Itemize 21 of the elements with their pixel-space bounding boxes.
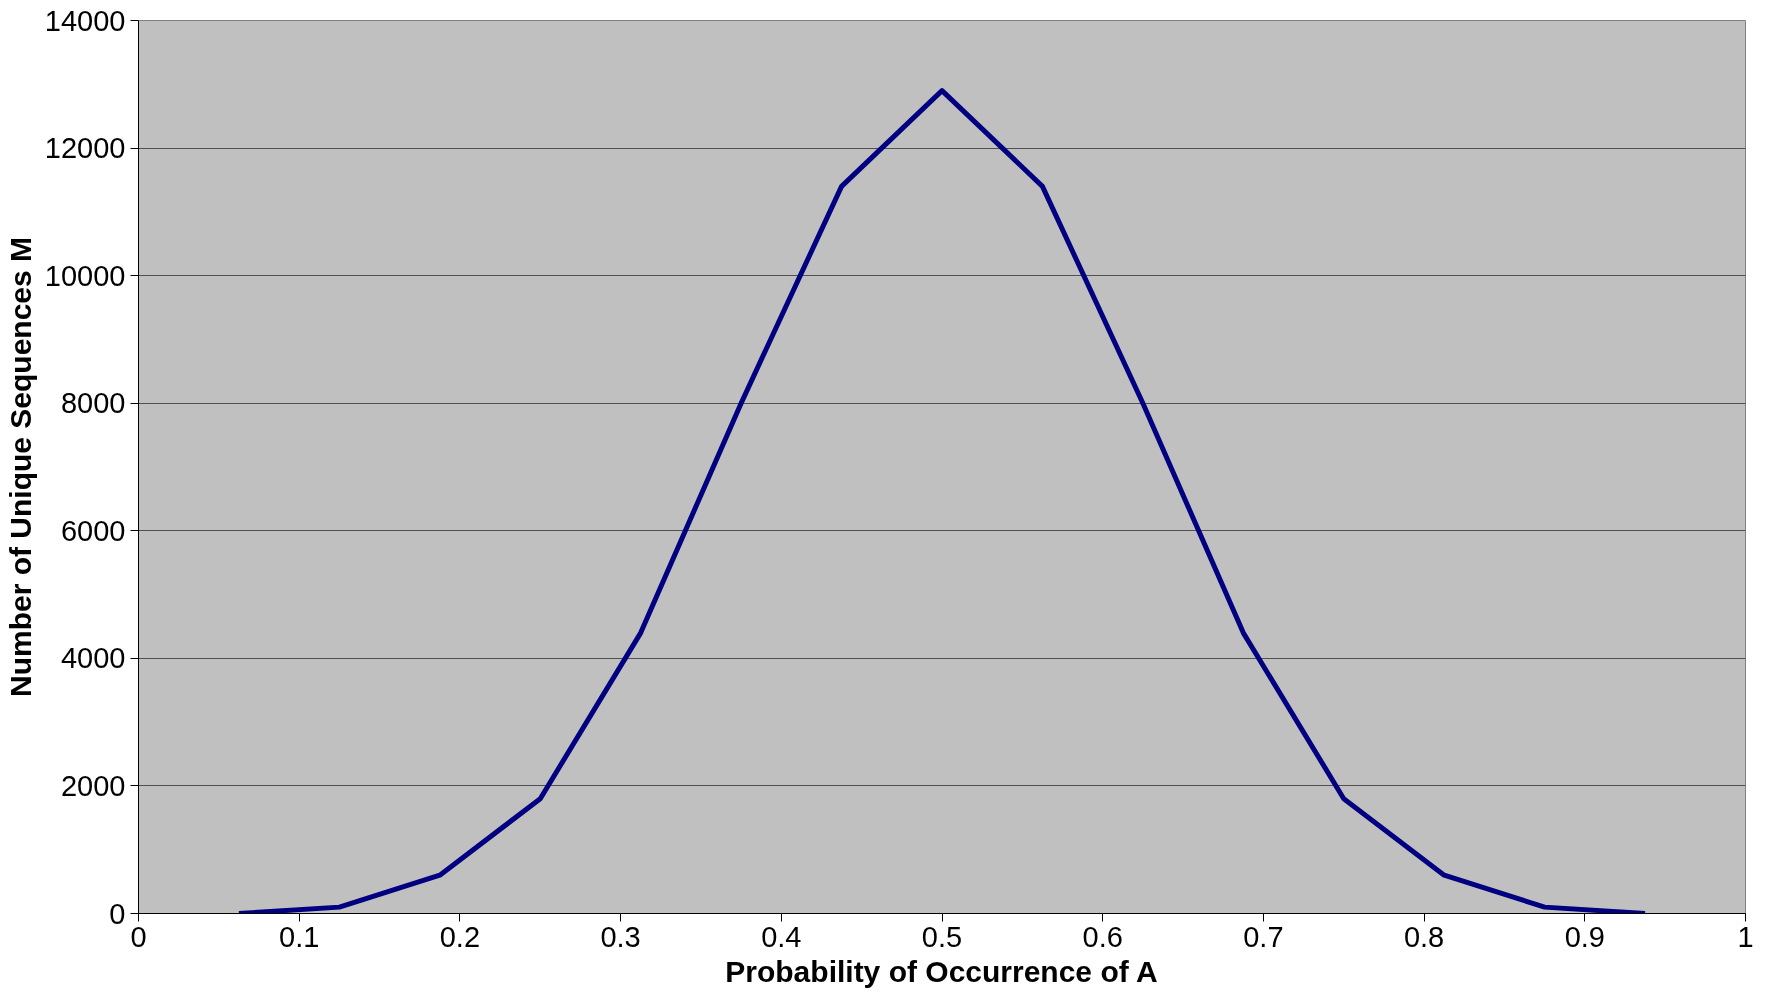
- x-tick-label: 0.1: [279, 920, 320, 953]
- y-tick-label: 0: [109, 897, 126, 930]
- y-tick-label: 12000: [44, 132, 126, 165]
- y-tick-label: 4000: [60, 642, 126, 675]
- x-tick-label: 0.7: [1243, 920, 1284, 953]
- x-tick-label: 1: [1737, 920, 1754, 953]
- x-tick-label: 0.5: [921, 920, 963, 953]
- x-tick-label: 0.6: [1082, 920, 1123, 953]
- y-axis-title: Number of Unique Sequences M: [3, 236, 37, 698]
- x-tick-label: 0.3: [600, 920, 641, 953]
- x-tick-label: 0.4: [761, 920, 802, 953]
- x-tick-label: 0.8: [1403, 920, 1445, 953]
- y-tick-label: 8000: [60, 387, 126, 420]
- y-tick-label: 6000: [60, 514, 126, 547]
- x-axis-title: Probability of Occurrence of A: [725, 954, 1158, 988]
- x-tick-label: 0.9: [1564, 920, 1605, 953]
- y-tick-label: 10000: [44, 259, 126, 292]
- y-tick-label: 14000: [44, 4, 126, 37]
- x-tick-label: 0.2: [439, 920, 481, 953]
- y-tick-label: 2000: [60, 769, 126, 802]
- x-tick-label: 0: [130, 920, 147, 953]
